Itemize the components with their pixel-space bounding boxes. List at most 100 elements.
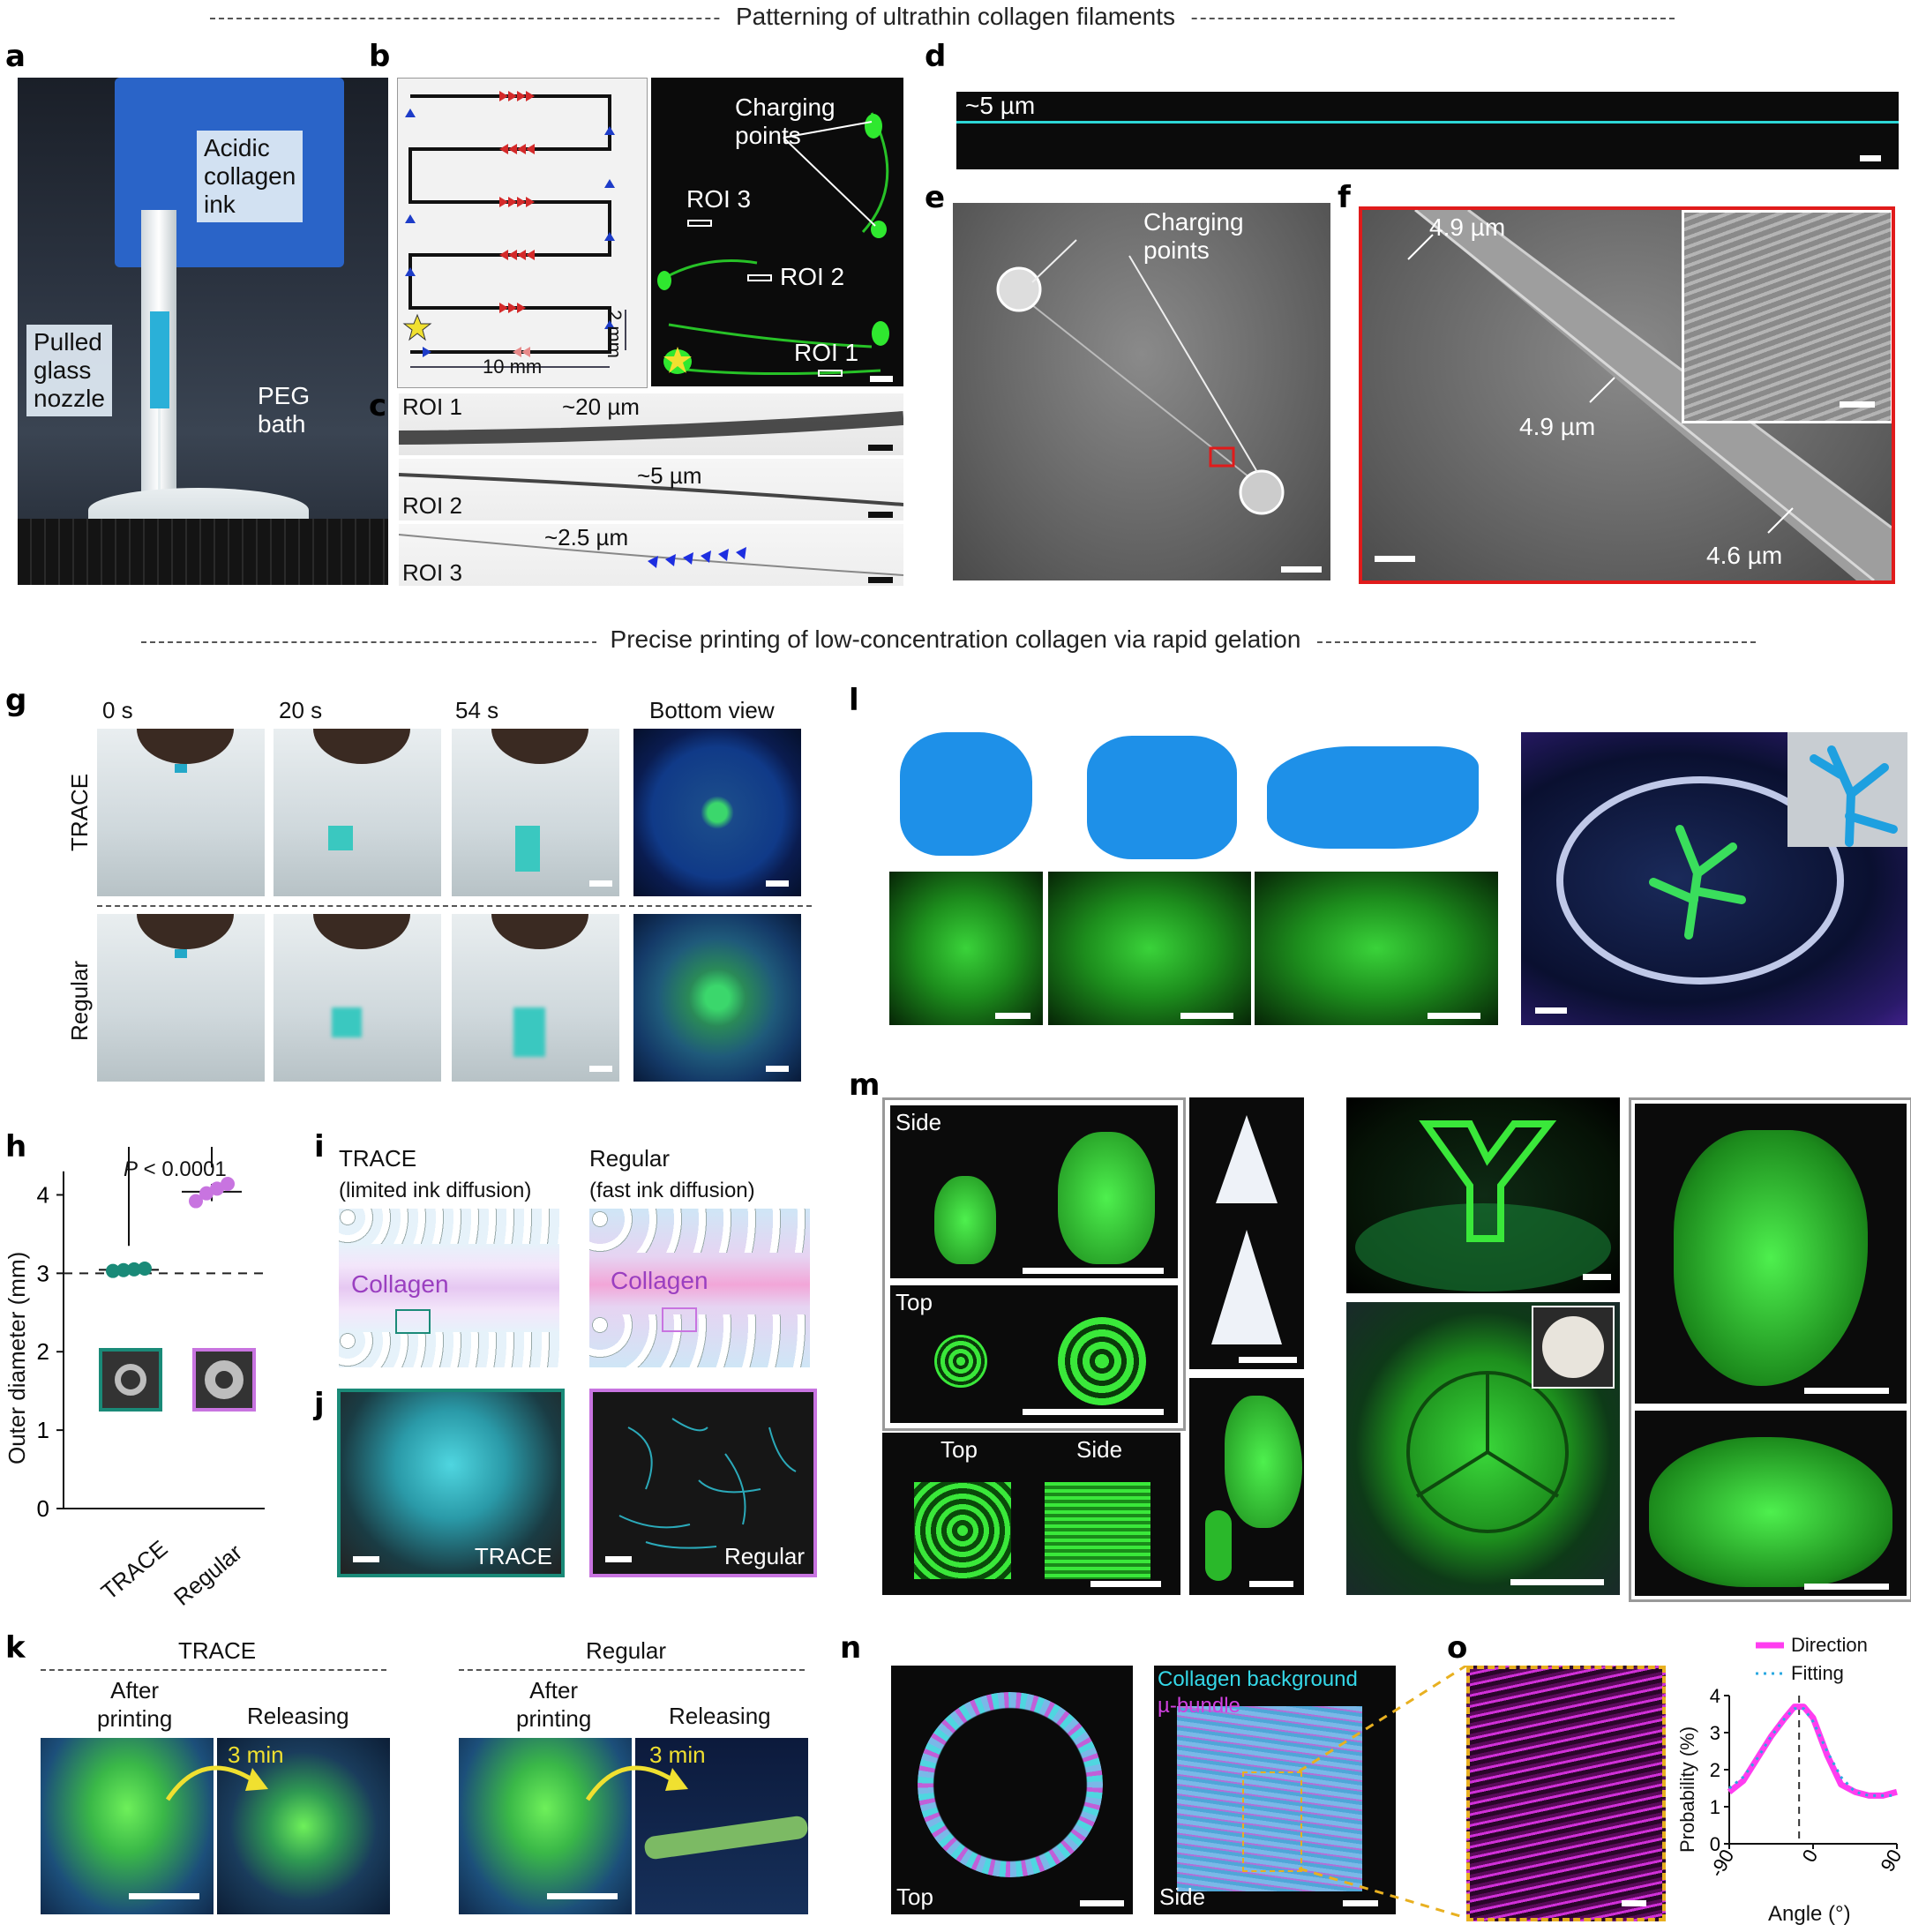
h-ytick-label: 4 xyxy=(37,1181,49,1208)
n-zoom-box xyxy=(1242,1771,1302,1872)
m-cube-side-label: Side xyxy=(1076,1436,1123,1463)
bath-label: PEG bath xyxy=(258,382,311,438)
roi2-image: ~5 µm ROI 2 xyxy=(399,459,903,520)
dish-rim xyxy=(1556,776,1844,985)
h-ytick-label: 1 xyxy=(37,1417,49,1443)
h-data-point xyxy=(106,1263,120,1278)
i-collagen-label-regular: Collagen xyxy=(611,1267,708,1294)
vase-top-small xyxy=(934,1335,987,1388)
grid-plate xyxy=(18,519,388,585)
roi1-row-label: ROI 1 xyxy=(402,393,462,420)
g-time-20: 20 s xyxy=(279,697,323,723)
particle-layer-bottom xyxy=(589,1314,810,1367)
k-trace-divider xyxy=(41,1669,386,1671)
i-collagen-label-trace: Collagen xyxy=(351,1270,449,1298)
d-size-label: ~5 µm xyxy=(965,92,1036,119)
k-trace-title: TRACE xyxy=(178,1637,257,1664)
cube-top xyxy=(914,1482,1011,1579)
k-reg-after: After printing xyxy=(516,1677,592,1732)
m-valve xyxy=(1346,1302,1620,1595)
charging-points-label-e: Charging points xyxy=(1143,208,1244,264)
serpentine-path xyxy=(402,91,626,368)
k-reg-release-image: 3 min xyxy=(635,1738,808,1914)
m-heart-frame xyxy=(1629,1097,1911,1602)
fluorescent-filament-image: Charging points ROI 3 ROI 2 ROI 1 xyxy=(651,78,903,386)
roi1-size: ~20 µm xyxy=(562,393,640,420)
h-ylabel: Outer diameter (mm) xyxy=(4,1251,30,1464)
l-print-2 xyxy=(1048,872,1251,1025)
scale-bar xyxy=(1375,556,1415,562)
particle-layer-top xyxy=(589,1209,810,1253)
h-trace-inset xyxy=(99,1348,162,1412)
n-side-image: Collagen background µ-bundle Side xyxy=(1154,1666,1396,1914)
n-top-label: Top xyxy=(896,1883,933,1910)
panel-label-k: k xyxy=(5,1630,26,1666)
dish-base xyxy=(1355,1203,1611,1292)
panel-label-c: c xyxy=(369,388,387,423)
dim-vertical: 2 mm xyxy=(603,310,626,358)
panel-label-l: l xyxy=(849,683,859,718)
valve-inset xyxy=(1532,1306,1615,1389)
l-vessel-dish xyxy=(1521,732,1907,1025)
panel-label-j: j xyxy=(314,1387,325,1422)
stomach-shape xyxy=(1225,1396,1302,1528)
scale-bar xyxy=(868,445,893,451)
h-regular-inset xyxy=(192,1348,256,1412)
m-heart-1 xyxy=(1635,1104,1907,1404)
roi1-label: ROI 1 xyxy=(794,339,859,366)
l-model-heart-1 xyxy=(900,732,1032,856)
scale-bar xyxy=(353,1556,379,1562)
roi3-label: ROI 3 xyxy=(686,185,752,213)
g-time-0: 0 s xyxy=(102,697,133,723)
heart-shape-2 xyxy=(1649,1437,1892,1587)
g-bottom-view: Bottom view xyxy=(649,697,775,723)
vessel-model-inset xyxy=(1787,732,1907,847)
j-trace-label: TRACE xyxy=(474,1543,552,1569)
ink-blue xyxy=(150,311,169,408)
section-title-top: Patterning of ultrathin collagen filamen… xyxy=(0,3,1911,31)
h-ytick-label: 3 xyxy=(37,1260,49,1286)
dim-horizontal: 10 mm xyxy=(483,356,543,378)
i-reg-title: Regular xyxy=(589,1145,671,1172)
outer-diameter-chart: 0 1 2 3 4 xyxy=(37,1139,265,1522)
filament-line xyxy=(956,121,1899,124)
o-legend-direction: Direction xyxy=(1791,1634,1868,1656)
n-legend-bundle: µ-bundle xyxy=(1158,1694,1240,1718)
sem-zoom-image: 4.9 µm 4.9 µm 4.6 µm xyxy=(1359,206,1895,584)
ink-callout: Acidic collagen ink xyxy=(197,131,304,222)
l-model-heart-2 xyxy=(1087,736,1237,859)
nozzle-callout: Pulled glass nozzle xyxy=(26,325,112,416)
k-reg-releasing: Releasing xyxy=(669,1703,771,1729)
m-cube: Top Side xyxy=(882,1433,1180,1595)
panel-label-f: f xyxy=(1338,180,1351,215)
panel-label-b: b xyxy=(369,39,391,74)
sem-inset xyxy=(1682,210,1892,423)
k-trace-releasing: Releasing xyxy=(247,1703,349,1729)
o-ytick-label: 1 xyxy=(1710,1796,1720,1818)
h-pvalue: P < 0.0001 xyxy=(124,1157,227,1181)
l-model-heart-3 xyxy=(1267,746,1479,849)
h-ytick-label: 0 xyxy=(37,1495,49,1522)
n-side-label: Side xyxy=(1159,1883,1206,1910)
m-side-label: Side xyxy=(896,1109,942,1135)
n-top-image: Top xyxy=(891,1666,1133,1914)
g-regular-bottom xyxy=(633,914,801,1082)
g-row-divider xyxy=(97,905,812,907)
g-regular-20s xyxy=(274,914,441,1082)
m-vase-side: Side xyxy=(890,1105,1178,1278)
k-trace-after-image xyxy=(41,1738,214,1914)
m-heart-2 xyxy=(1635,1411,1907,1596)
l-print-3 xyxy=(1255,872,1498,1025)
particle-layer-top xyxy=(339,1209,559,1244)
side-construct xyxy=(1177,1706,1362,1891)
panel-label-h: h xyxy=(5,1129,27,1164)
m-cube-top-label: Top xyxy=(941,1436,978,1463)
o-ytick-label: 4 xyxy=(1710,1685,1720,1707)
g-regular-54s xyxy=(452,914,619,1082)
m-vase-frame: Side Top xyxy=(882,1097,1186,1431)
f-measure-2: 4.9 µm xyxy=(1519,413,1596,440)
m-logo-y xyxy=(1346,1097,1620,1293)
n-legend-bg: Collagen background xyxy=(1158,1667,1358,1691)
m-top-label: Top xyxy=(896,1289,933,1315)
i-reg-sub: (fast ink diffusion) xyxy=(589,1179,755,1202)
